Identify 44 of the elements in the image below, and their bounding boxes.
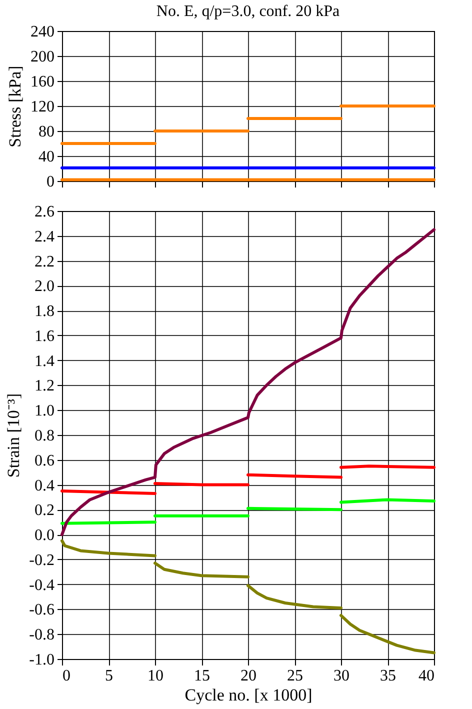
y-tick-label: -0.4 bbox=[29, 576, 54, 594]
line-series bbox=[60, 228, 436, 536]
y-tick-label: 160 bbox=[30, 74, 54, 90]
y-tick-label: 2.2 bbox=[34, 253, 54, 270]
chart-title: No. E, q/p=3.0, conf. 20 kPa bbox=[156, 3, 340, 20]
y-axis-title: Strain [10⁻³] bbox=[4, 393, 24, 478]
y-tick-label: 1.2 bbox=[34, 378, 54, 395]
line-series bbox=[154, 562, 250, 578]
y-tick-label: -0.8 bbox=[29, 626, 54, 644]
y-tick-label: -0.6 bbox=[29, 602, 54, 619]
x-tick-label: 15 bbox=[194, 668, 210, 684]
y-tick-label: 0.0 bbox=[34, 527, 54, 544]
y-tick-label: 200 bbox=[30, 48, 54, 66]
y-tick-label: 1.0 bbox=[34, 402, 54, 420]
y-tick-label: 0.4 bbox=[34, 477, 54, 494]
x-tick-label: 35 bbox=[380, 668, 396, 684]
x-tick-label: 10 bbox=[148, 668, 164, 684]
y-tick-label: 0.6 bbox=[34, 452, 54, 470]
x-tick-label: 5 bbox=[105, 668, 113, 684]
x-tick-label: 0 bbox=[62, 668, 70, 684]
y-axis-title: Stress [kPa] bbox=[6, 66, 24, 148]
x-tick-label: 40 bbox=[418, 668, 434, 684]
y-tick-label: 1.8 bbox=[34, 303, 54, 320]
y-tick-label: 0.2 bbox=[34, 502, 54, 520]
y-tick-label: 2.0 bbox=[34, 278, 54, 296]
line-series bbox=[60, 539, 156, 558]
x-tick-label: 30 bbox=[334, 668, 350, 684]
y-tick-label: 2.6 bbox=[34, 204, 54, 220]
y-tick-label: -0.2 bbox=[29, 552, 54, 569]
y-tick-label: 1.4 bbox=[34, 352, 54, 370]
line-series bbox=[340, 614, 436, 654]
y-tick-label: 40 bbox=[38, 148, 54, 166]
y-tick-label: 240 bbox=[30, 24, 54, 40]
y-tick-label: -1.0 bbox=[29, 652, 54, 668]
x-axis-title: Cycle no. [x 1000] bbox=[184, 686, 312, 704]
x-tick-label: 25 bbox=[287, 668, 303, 684]
y-tick-label: 0.8 bbox=[34, 428, 54, 444]
y-tick-label: 1.6 bbox=[34, 328, 54, 345]
y-tick-label: 120 bbox=[30, 98, 54, 116]
line-series bbox=[246, 584, 342, 610]
y-tick-label: 2.4 bbox=[34, 228, 54, 246]
x-tick-label: 20 bbox=[240, 668, 256, 684]
y-tick-label: 0 bbox=[46, 174, 54, 190]
y-tick-label: 80 bbox=[38, 124, 54, 140]
